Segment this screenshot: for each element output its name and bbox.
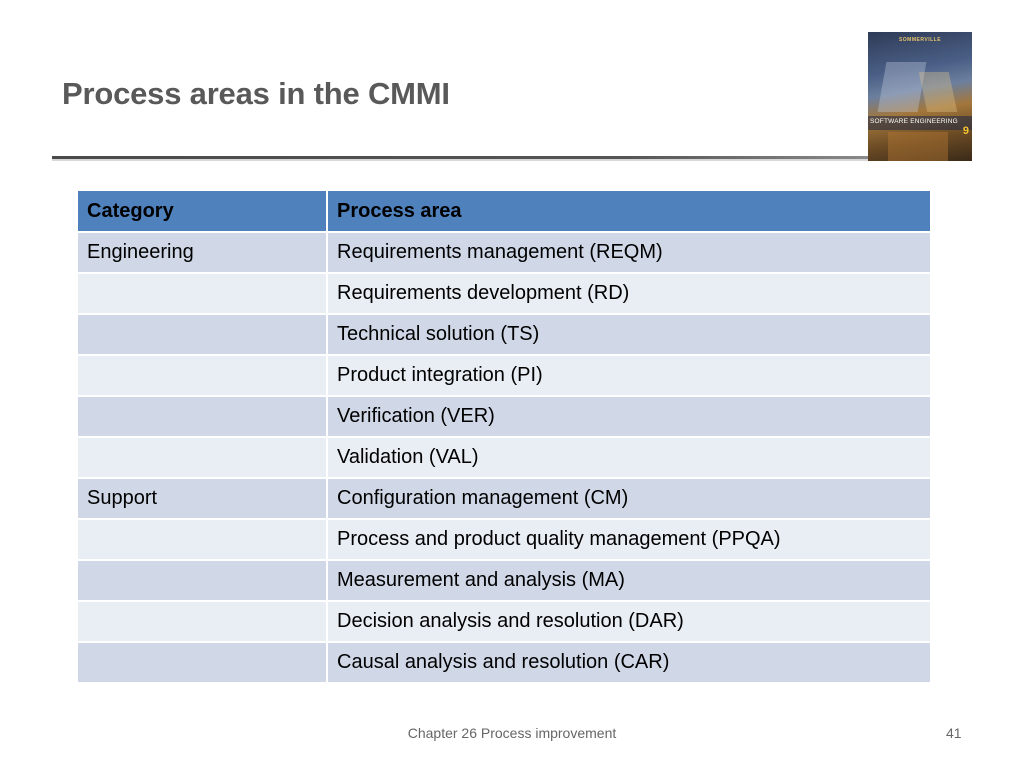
table-row: Validation (VAL) [78, 438, 930, 479]
category-cell [78, 315, 328, 356]
process-area-cell: Causal analysis and resolution (CAR) [328, 643, 930, 684]
category-cell: Support [78, 479, 328, 520]
process-area-cell: Measurement and analysis (MA) [328, 561, 930, 602]
category-cell: Engineering [78, 233, 328, 274]
table-row: Requirements development (RD) [78, 274, 930, 315]
header-process-area: Process area [328, 191, 930, 233]
table-row: Causal analysis and resolution (CAR) [78, 643, 930, 684]
category-cell [78, 520, 328, 561]
cover-building-shape [877, 62, 927, 112]
process-area-cell: Product integration (PI) [328, 356, 930, 397]
header-category: Category [78, 191, 328, 233]
table-row: Process and product quality management (… [78, 520, 930, 561]
category-cell [78, 602, 328, 643]
cover-building-shape [918, 72, 958, 112]
process-area-cell: Technical solution (TS) [328, 315, 930, 356]
process-area-cell: Configuration management (CM) [328, 479, 930, 520]
category-cell [78, 643, 328, 684]
cover-book-title: SOFTWARE ENGINEERING [870, 118, 958, 125]
category-cell [78, 438, 328, 479]
cover-title-band [868, 116, 972, 130]
category-cell [78, 274, 328, 315]
title-divider [52, 156, 870, 159]
process-area-table: Category Process area Engineering Requir… [78, 191, 930, 684]
table-row: Product integration (PI) [78, 356, 930, 397]
table-header-row: Category Process area [78, 191, 930, 233]
cover-building-shape [888, 132, 948, 161]
page-number: 41 [946, 725, 962, 741]
table-row: Decision analysis and resolution (DAR) [78, 602, 930, 643]
title-divider-shadow [52, 159, 870, 161]
slide-title: Process areas in the CMMI [62, 76, 450, 111]
process-area-cell: Verification (VER) [328, 397, 930, 438]
process-area-cell: Requirements management (REQM) [328, 233, 930, 274]
table-row: Measurement and analysis (MA) [78, 561, 930, 602]
cover-edition: 9 [962, 125, 969, 137]
cover-author: SOMMERVILLE [898, 37, 942, 43]
process-area-cell: Decision analysis and resolution (DAR) [328, 602, 930, 643]
process-area-cell: Requirements development (RD) [328, 274, 930, 315]
category-cell [78, 356, 328, 397]
slide-footer: Chapter 26 Process improvement [407, 725, 617, 741]
book-cover-image: SOMMERVILLE SOFTWARE ENGINEERING 9 [868, 32, 972, 161]
table-row: Engineering Requirements management (REQ… [78, 233, 930, 274]
category-cell [78, 397, 328, 438]
process-area-cell: Validation (VAL) [328, 438, 930, 479]
table-row: Support Configuration management (CM) [78, 479, 930, 520]
table-row: Verification (VER) [78, 397, 930, 438]
category-cell [78, 561, 328, 602]
process-area-cell: Process and product quality management (… [328, 520, 930, 561]
table-row: Technical solution (TS) [78, 315, 930, 356]
